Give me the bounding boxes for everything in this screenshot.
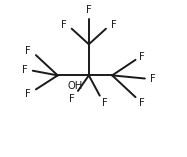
Text: F: F <box>139 52 145 62</box>
Text: F: F <box>111 20 116 30</box>
Text: OH: OH <box>67 81 83 90</box>
Text: F: F <box>22 65 27 75</box>
Text: F: F <box>25 89 30 99</box>
Text: F: F <box>25 46 30 56</box>
Text: F: F <box>86 5 92 16</box>
Text: F: F <box>61 20 67 30</box>
Text: F: F <box>139 98 145 108</box>
Text: F: F <box>69 94 75 104</box>
Text: F: F <box>102 98 108 108</box>
Text: F: F <box>150 73 156 84</box>
